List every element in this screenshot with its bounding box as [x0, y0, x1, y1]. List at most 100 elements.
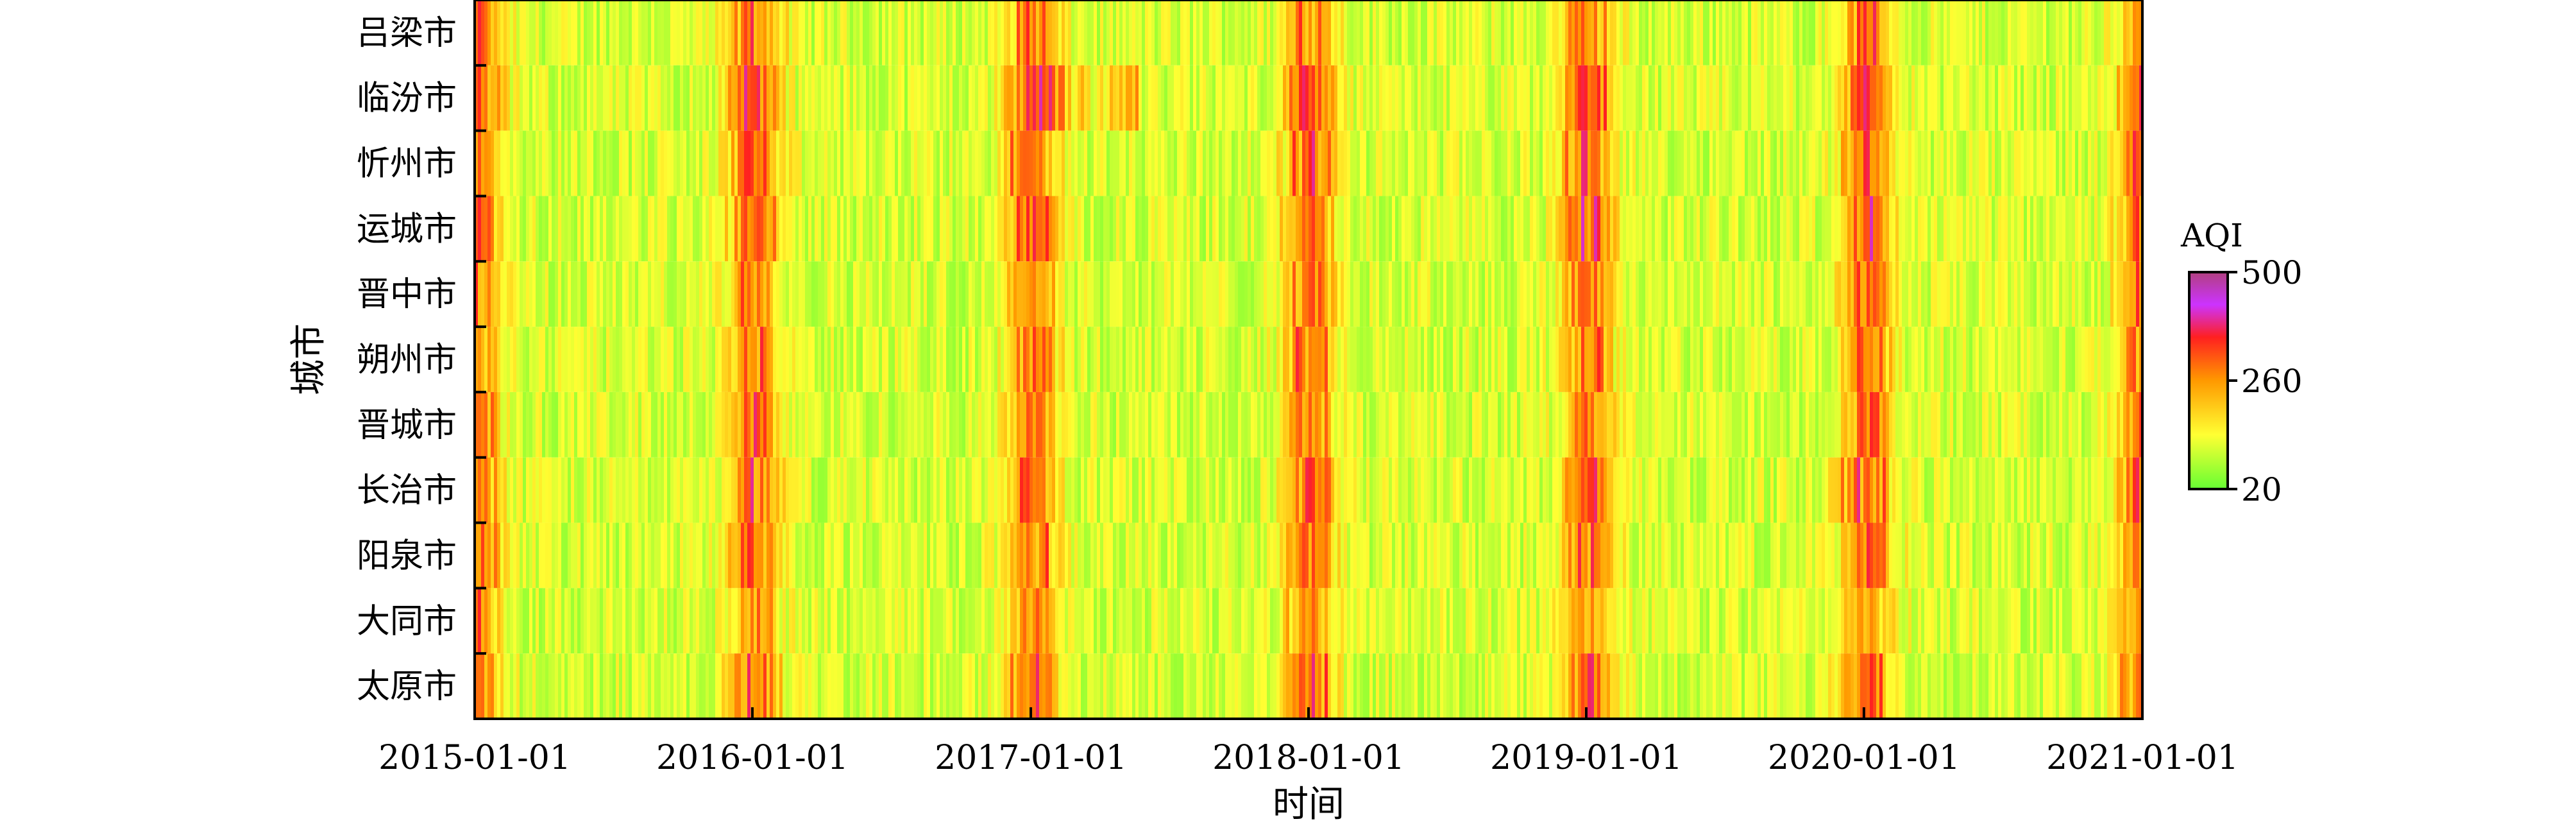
heatmap-cell: [1847, 130, 1851, 196]
heatmap-cell: [1177, 65, 1181, 131]
heatmap-cell: [552, 457, 555, 523]
heatmap-cell: [946, 522, 950, 589]
heatmap-cell: [1915, 327, 1919, 392]
heatmap-cell: [568, 588, 572, 654]
heatmap-cell: [892, 196, 895, 262]
heatmap-cell: [1183, 327, 1187, 392]
heatmap-cell: [1690, 0, 1694, 65]
heatmap-cell: [1604, 0, 1607, 65]
heatmap-cell: [1283, 0, 1287, 65]
heatmap-cell: [1812, 457, 1816, 523]
heatmap-cell: [1212, 522, 1216, 589]
heatmap-cell: [1321, 391, 1325, 458]
heatmap-cell: [1318, 588, 1322, 654]
heatmap-cell: [1607, 196, 1611, 262]
heatmap-cell: [1876, 0, 1880, 65]
heatmap-cell: [520, 0, 523, 65]
heatmap-cell: [1443, 522, 1447, 589]
heatmap-cell: [927, 327, 931, 392]
heatmap-cell: [561, 522, 565, 589]
heatmap-cell: [1780, 130, 1784, 196]
heatmap-cell: [1398, 522, 1402, 589]
heatmap-cell: [1292, 391, 1296, 458]
heatmap-cell: [510, 391, 514, 458]
heatmap-cell: [1867, 522, 1870, 589]
heatmap-cell: [1713, 457, 1716, 523]
heatmap-cell: [1883, 261, 1886, 327]
heatmap-cell: [2059, 196, 2063, 262]
heatmap-cell: [1450, 130, 1453, 196]
heatmap-cell: [1969, 65, 1973, 131]
heatmap-cell: [1286, 457, 1290, 523]
heatmap-cell: [1998, 522, 2002, 589]
heatmap-cell: [747, 196, 751, 262]
heatmap-cell: [1216, 261, 1219, 327]
heatmap-cell: [1700, 522, 1704, 589]
heatmap-cell: [1600, 457, 1604, 523]
heatmap-cell: [1562, 457, 1566, 523]
heatmap-cell: [1459, 0, 1463, 65]
heatmap-cell: [1629, 261, 1633, 327]
heatmap-cell: [914, 65, 918, 131]
heatmap-cell: [815, 327, 818, 392]
heatmap-cell: [1395, 457, 1399, 523]
heatmap-cell: [529, 588, 533, 654]
heatmap-cell: [2104, 0, 2108, 65]
heatmap-cell: [609, 0, 613, 65]
heatmap-cell: [1058, 196, 1062, 262]
heatmap-cell: [702, 588, 706, 654]
heatmap-cell: [1430, 130, 1434, 196]
heatmap-cell: [978, 588, 982, 654]
heatmap-cell: [555, 196, 559, 262]
heatmap-cell: [1815, 457, 1819, 523]
heatmap-cell: [1543, 327, 1546, 392]
heatmap-cell: [811, 457, 815, 523]
heatmap-cell: [1520, 391, 1524, 458]
heatmap-cell: [927, 65, 931, 131]
heatmap-cell: [994, 196, 998, 262]
heatmap-cell: [1030, 391, 1033, 458]
heatmap-cell: [1863, 130, 1867, 196]
heatmap-cell: [1690, 522, 1694, 589]
heatmap-cell: [1090, 261, 1094, 327]
heatmap-cell: [1126, 261, 1130, 327]
heatmap-cell: [1931, 196, 1935, 262]
heatmap-cell: [1623, 65, 1627, 131]
heatmap-cell: [1039, 457, 1043, 523]
heatmap-cell: [978, 130, 982, 196]
heatmap-cell: [821, 522, 825, 589]
heatmap-cell: [936, 391, 940, 458]
heatmap-cell: [1244, 588, 1248, 654]
heatmap-cell: [1600, 130, 1604, 196]
heatmap-cell: [686, 457, 690, 523]
heatmap-cell: [1857, 522, 1861, 589]
heatmap-cell: [2085, 130, 2089, 196]
heatmap-cell: [1886, 522, 1890, 589]
heatmap-cell: [725, 261, 729, 327]
heatmap-cell: [1017, 65, 1021, 131]
heatmap-cell: [892, 261, 895, 327]
heatmap-cell: [1485, 588, 1489, 654]
heatmap-cell: [712, 0, 716, 65]
heatmap-cell: [1703, 391, 1707, 458]
heatmap-cell: [1783, 457, 1787, 523]
heatmap-cell: [811, 588, 815, 654]
heatmap-cell: [927, 522, 931, 589]
heatmap-cell: [1392, 65, 1396, 131]
heatmap-cell: [1947, 391, 1951, 458]
heatmap-cell: [1062, 457, 1065, 523]
heatmap-cell: [2136, 65, 2140, 131]
heatmap-cell: [677, 0, 681, 65]
heatmap-cell: [1017, 261, 1021, 327]
heatmap-cell: [1260, 130, 1264, 196]
heatmap-cell: [1950, 130, 1954, 196]
heatmap-cell: [892, 130, 895, 196]
heatmap-cell: [1697, 457, 1700, 523]
heatmap-cell: [1309, 588, 1312, 654]
heatmap-cell: [1472, 588, 1476, 654]
heatmap-cell: [1616, 65, 1620, 131]
heatmap-cell: [1684, 457, 1688, 523]
heatmap-cell: [991, 196, 995, 262]
heatmap-cell: [1385, 391, 1389, 458]
heatmap-cell: [824, 261, 828, 327]
